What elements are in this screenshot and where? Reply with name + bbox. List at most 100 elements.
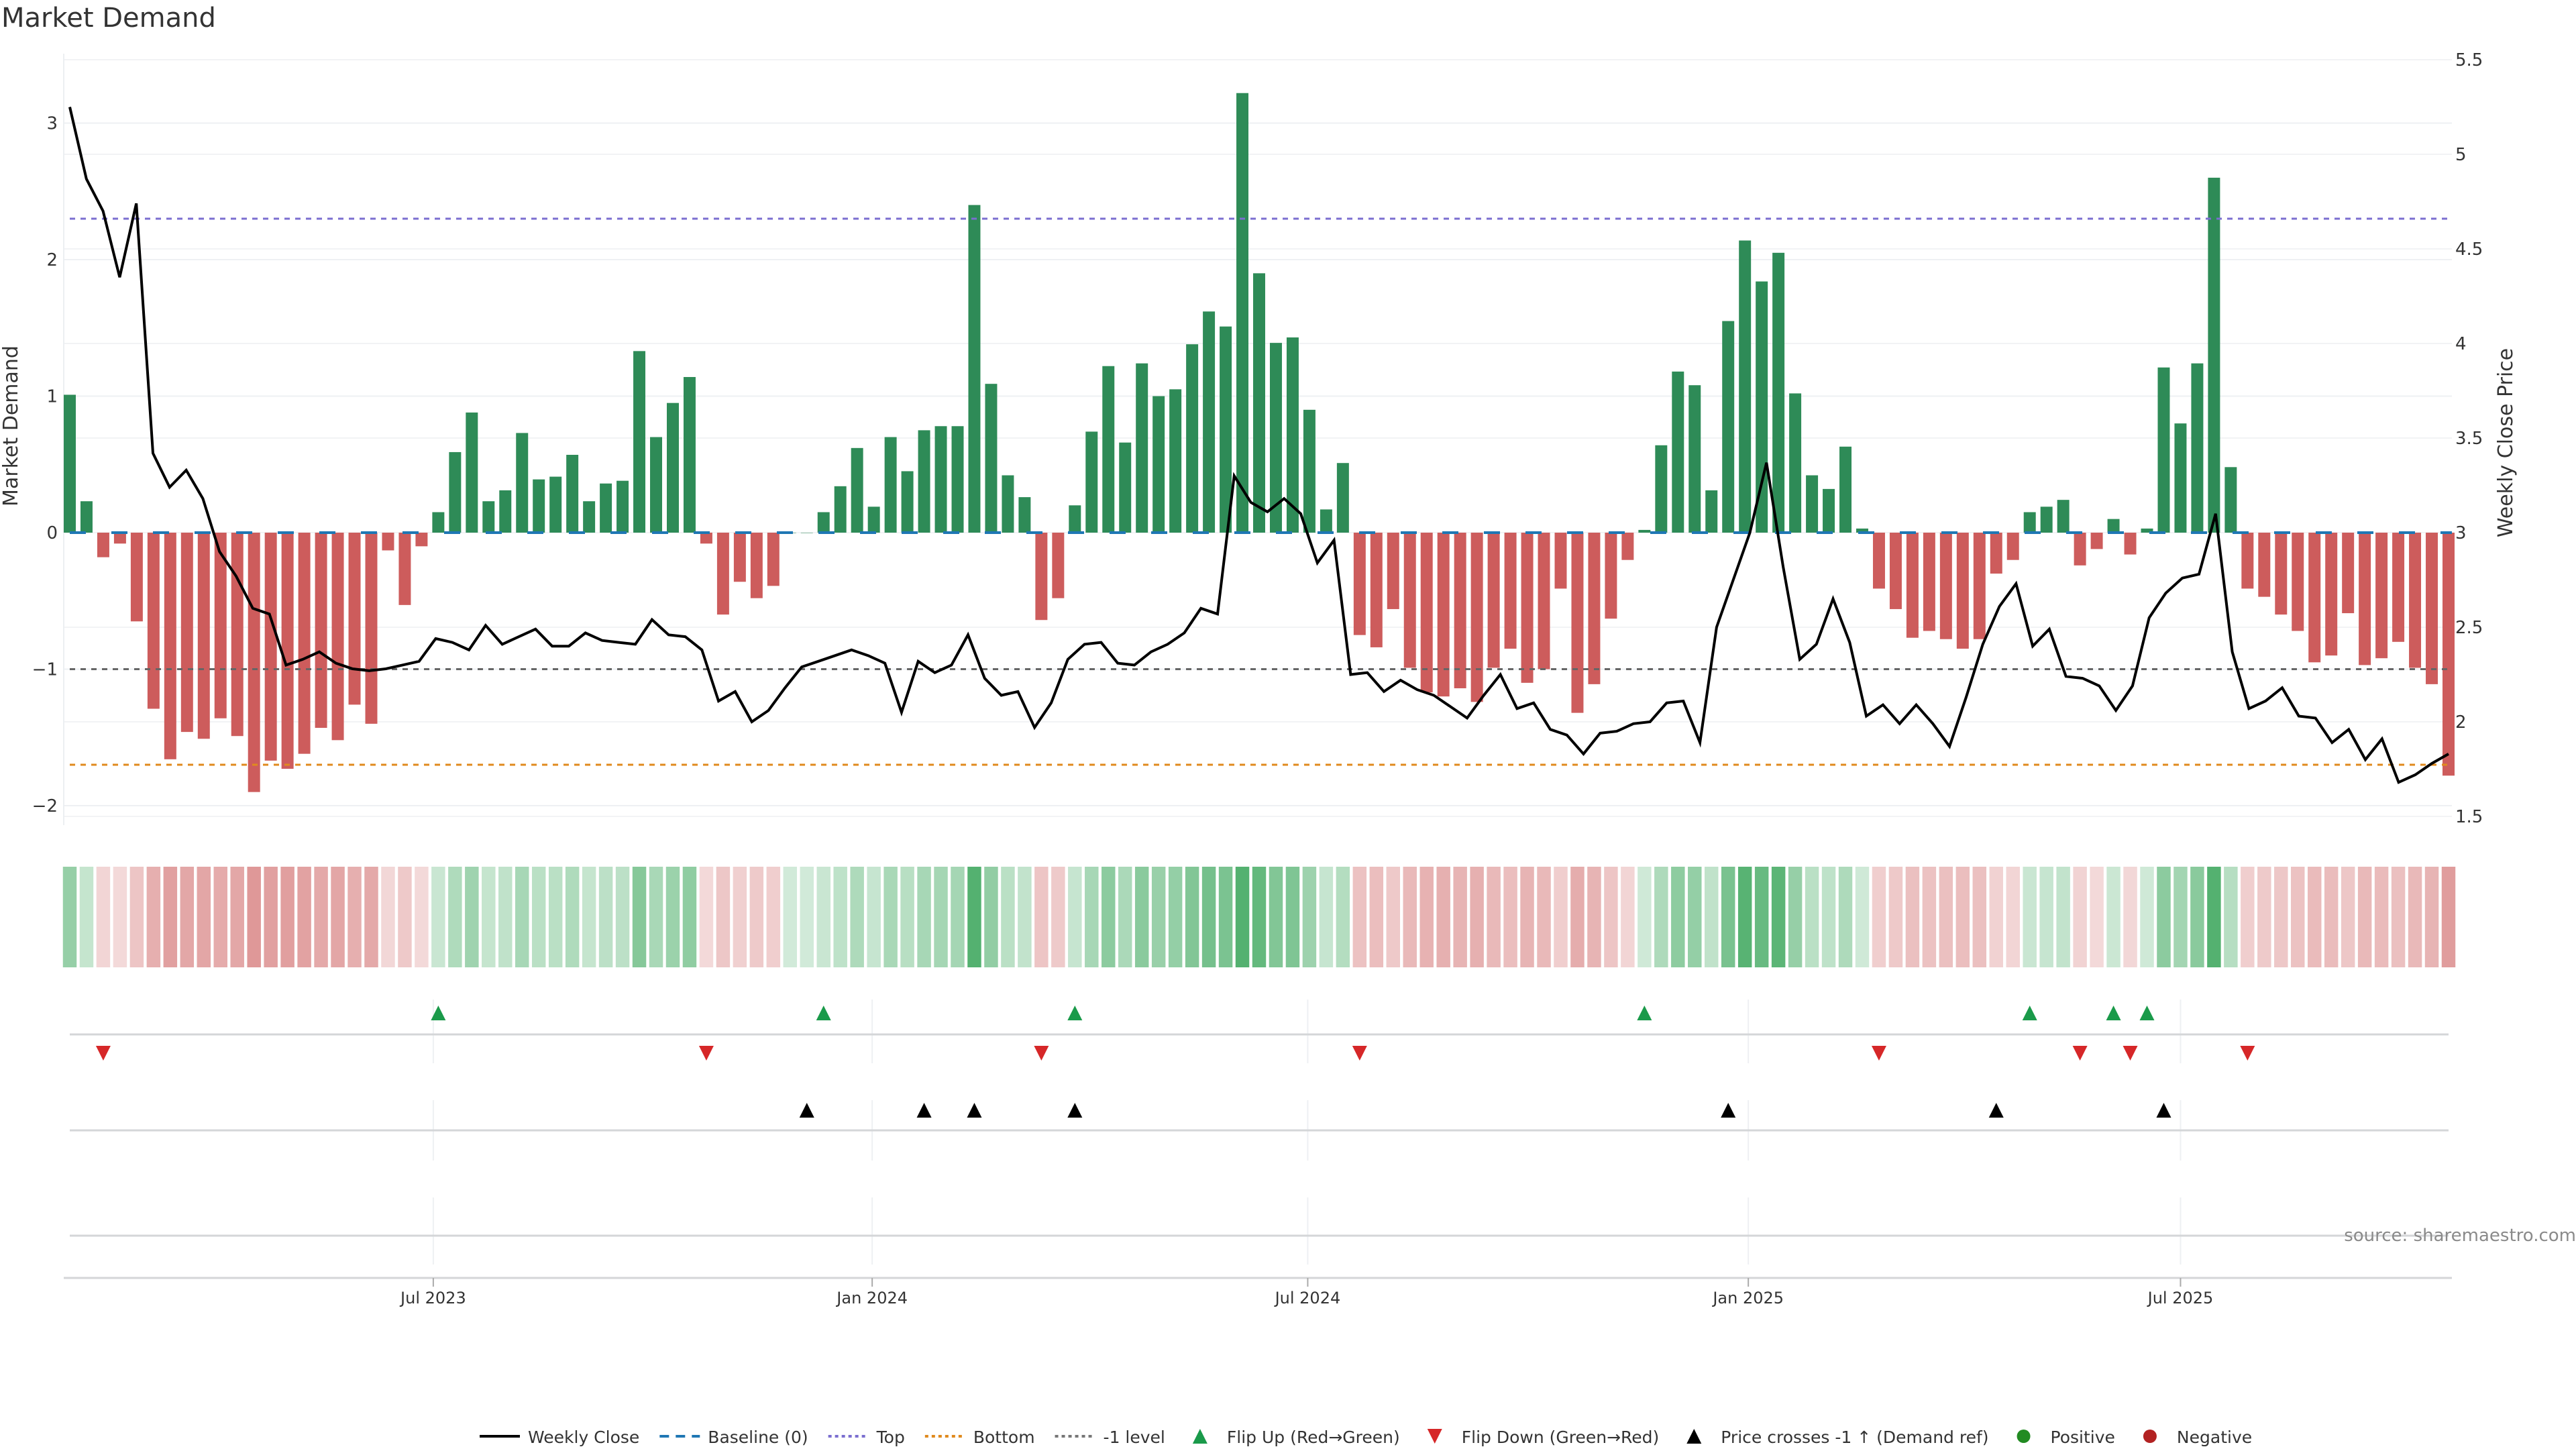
demand-bar bbox=[398, 533, 411, 605]
demand-bar bbox=[2275, 533, 2288, 615]
demand-bar bbox=[1906, 533, 1919, 638]
heatmap-cell bbox=[900, 867, 914, 967]
demand-bar bbox=[1220, 326, 1232, 533]
demand-bar bbox=[1052, 533, 1065, 598]
demand-bar bbox=[147, 533, 160, 709]
heatmap-cell bbox=[1520, 867, 1534, 967]
heatmap-cell bbox=[96, 867, 111, 967]
demand-bar bbox=[1169, 389, 1182, 533]
demand-bar bbox=[415, 533, 428, 547]
demand-bar bbox=[1872, 533, 1885, 589]
demand-bar bbox=[1705, 490, 1718, 533]
y-tick-label: −1 bbox=[32, 660, 58, 680]
heatmap-cell bbox=[1118, 867, 1132, 967]
demand-bar bbox=[113, 533, 126, 544]
heatmap-cell bbox=[129, 867, 144, 967]
heatmap-cell bbox=[850, 867, 864, 967]
heatmap-cell bbox=[632, 867, 647, 967]
heatmap-cell bbox=[951, 867, 965, 967]
flip-down-marker bbox=[95, 1046, 111, 1061]
price-cross-marker bbox=[967, 1103, 982, 1118]
legend-swatch bbox=[1686, 1429, 1702, 1444]
event-marker-rows bbox=[70, 1000, 2449, 1265]
heatmap-cell bbox=[1034, 867, 1049, 967]
x-axis-ticks: Jul 2023 Jan 2024 Jul 2024 Jan 2025 Jul 2025 bbox=[64, 1277, 2452, 1307]
heatmap-cell bbox=[2341, 867, 2355, 967]
heatmap-cell bbox=[1821, 867, 1836, 967]
demand-bar bbox=[1672, 371, 1684, 533]
heatmap-cell bbox=[1269, 867, 1283, 967]
demand-bar bbox=[666, 402, 679, 533]
legend-swatch bbox=[1427, 1429, 1442, 1444]
heatmap-cell bbox=[1955, 867, 1970, 967]
demand-bar bbox=[1119, 442, 1132, 533]
demand-bar bbox=[1571, 533, 1584, 713]
heatmap-cell bbox=[1102, 867, 1116, 967]
legend-item-minus_one: -1 level bbox=[1055, 1428, 1165, 1447]
demand-bar bbox=[1990, 533, 2002, 574]
legend-item-positive: Positive bbox=[2017, 1428, 2115, 1447]
demand-bar bbox=[1504, 533, 1517, 649]
demand-bar bbox=[1889, 533, 1902, 609]
heatmap-cell bbox=[2140, 867, 2154, 967]
heatmap-cell bbox=[347, 867, 362, 967]
demand-bar bbox=[2174, 423, 2187, 533]
source-label: source: sharemaestro.com bbox=[2344, 1226, 2576, 1246]
flip-up-marker bbox=[1637, 1006, 1652, 1020]
heatmap-cell bbox=[1688, 867, 1702, 967]
heatmap-cell bbox=[531, 867, 546, 967]
demand-bar bbox=[1387, 533, 1399, 609]
demand-bar bbox=[1554, 533, 1567, 589]
demand-bar bbox=[2191, 363, 2204, 533]
demand-bar bbox=[2359, 533, 2371, 665]
heatmap-cell bbox=[2123, 867, 2137, 967]
heatmap-cell bbox=[1218, 867, 1233, 967]
heatmap-cell bbox=[1235, 867, 1250, 967]
heatmap-cell bbox=[2174, 867, 2188, 967]
demand-bar bbox=[97, 533, 109, 557]
y2-tick-label: 3.5 bbox=[2455, 429, 2483, 449]
heatmap-cell bbox=[2408, 867, 2422, 967]
heatmap-cell bbox=[1001, 867, 1015, 967]
demand-bar bbox=[1002, 475, 1014, 533]
demand-bar bbox=[164, 533, 176, 759]
demand-bar bbox=[214, 533, 227, 718]
price-cross-marker bbox=[1988, 1103, 2004, 1118]
legend-label: Flip Up (Red→Green) bbox=[1227, 1428, 1400, 1447]
heatmap-cell bbox=[515, 867, 529, 967]
demand-bar bbox=[1923, 533, 1935, 631]
y2-tick-label: 2.5 bbox=[2455, 618, 2483, 638]
demand-bar bbox=[2107, 519, 2120, 533]
demand-bar bbox=[1370, 533, 1383, 647]
heatmap-cell bbox=[180, 867, 195, 967]
demand-bar bbox=[1069, 505, 1081, 533]
demand-bar bbox=[1939, 533, 1952, 639]
demand-bar bbox=[2392, 533, 2405, 642]
legend-label: -1 level bbox=[1104, 1428, 1165, 1447]
legend-label: Weekly Close bbox=[528, 1428, 639, 1447]
heatmap-cell bbox=[1922, 867, 1937, 967]
demand-bar bbox=[1236, 93, 1249, 533]
demand-bar bbox=[1739, 240, 1752, 533]
demand-bar bbox=[1839, 446, 1852, 533]
heatmap-cell bbox=[783, 867, 798, 967]
price-cross-marker bbox=[2156, 1103, 2171, 1118]
legend-item-weekly_close: Weekly Close bbox=[480, 1428, 639, 1447]
heatmap-cell bbox=[800, 867, 814, 967]
y-tick-label: 1 bbox=[46, 387, 58, 407]
heatmap-cell bbox=[833, 867, 847, 967]
flip-up-marker bbox=[1067, 1006, 1083, 1020]
heatmap-cell bbox=[2190, 867, 2204, 967]
legend-item-negative: Negative bbox=[2143, 1428, 2252, 1447]
heatmap-cell bbox=[548, 867, 563, 967]
weekly-close-line bbox=[68, 107, 2449, 784]
heatmap-cell bbox=[2391, 867, 2406, 967]
heatmap-cell bbox=[1939, 867, 1953, 967]
demand-bar bbox=[566, 455, 579, 533]
demand-bar bbox=[2057, 500, 2070, 533]
price-cross-marker bbox=[1067, 1103, 1083, 1118]
demand-bar bbox=[432, 512, 445, 533]
flip-down-marker bbox=[1034, 1046, 1049, 1061]
heatmap-cell bbox=[565, 867, 580, 967]
